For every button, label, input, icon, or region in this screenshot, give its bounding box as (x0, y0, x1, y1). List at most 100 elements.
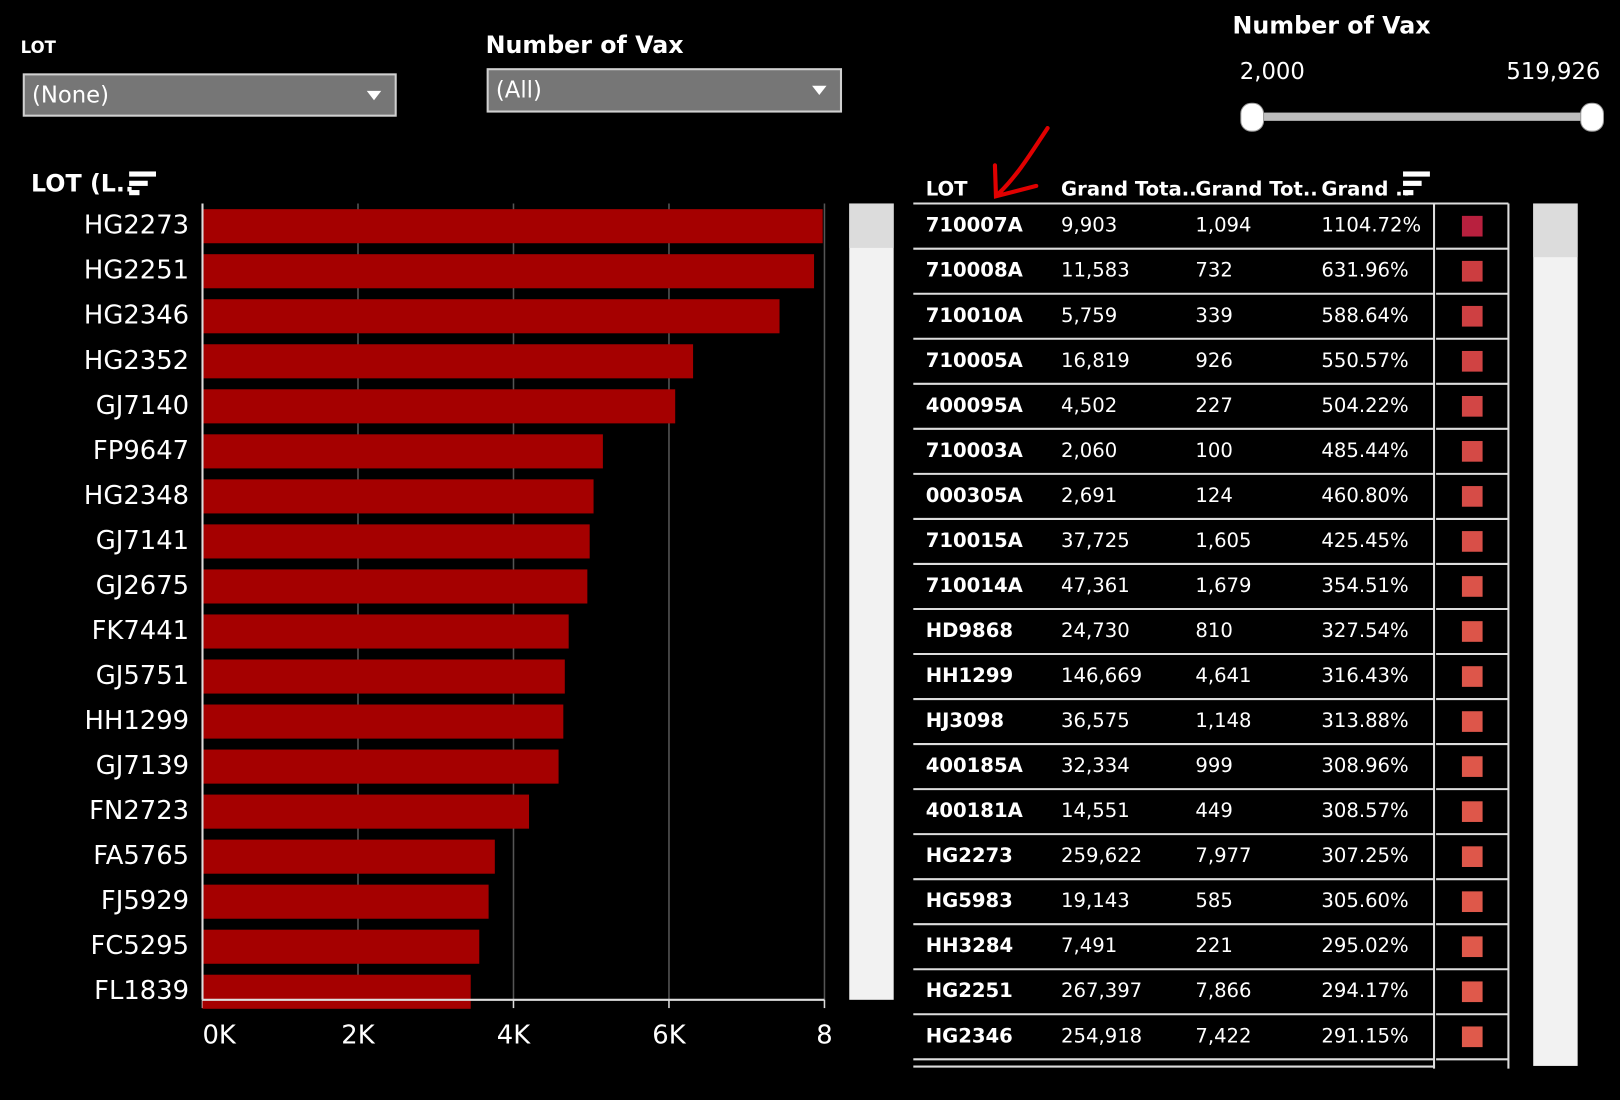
table-cell: 4,641 (1195, 664, 1251, 687)
x-tick-label: 2K (341, 1020, 375, 1050)
bar (202, 704, 564, 739)
color-swatch (1461, 260, 1483, 282)
sort-icon[interactable] (1403, 171, 1430, 196)
bar (202, 884, 489, 919)
slider-track[interactable] (1252, 112, 1594, 121)
color-swatch (1461, 350, 1483, 372)
table-cell: 9,903 (1061, 214, 1117, 237)
column-header[interactable]: Grand .. (1321, 178, 1410, 201)
color-swatch (1461, 531, 1483, 552)
table-cell: 2,060 (1061, 439, 1117, 462)
table-cell: 291.15% (1321, 1024, 1408, 1047)
table-cell: 732 (1195, 259, 1232, 282)
table-cell: 7,977 (1195, 844, 1251, 867)
bar (202, 434, 603, 469)
y-tick-label: HG2346 (84, 301, 189, 331)
table-cell: 37,725 (1061, 529, 1130, 552)
slider-handle[interactable] (1240, 102, 1265, 132)
bar (202, 659, 565, 694)
y-tick-label: FK7441 (92, 616, 189, 646)
table-cell: 259,622 (1061, 844, 1142, 867)
scrollbar-thumb[interactable] (1533, 203, 1578, 258)
chart-title: LOT (L.. (31, 169, 134, 197)
table-cell: 305.60% (1321, 889, 1408, 912)
table-cell: 11,583 (1061, 259, 1130, 282)
bar (202, 794, 530, 829)
table-cell: 710008A (926, 259, 1024, 282)
scrollbar[interactable] (1533, 203, 1578, 1066)
y-tick-label: FP9647 (93, 436, 189, 466)
table-cell: HD9868 (926, 619, 1013, 642)
sort-icon[interactable] (129, 171, 157, 196)
table-cell: 999 (1195, 754, 1232, 777)
table-cell: 710003A (926, 439, 1024, 462)
x-tick-label: 4K (497, 1020, 531, 1050)
table-cell: HG5983 (926, 889, 1013, 912)
color-swatch (1461, 756, 1483, 777)
bar (202, 569, 588, 604)
slider-label: Number of Vax (1233, 11, 1431, 39)
table-cell: 295.02% (1321, 934, 1408, 957)
bar (202, 389, 676, 424)
table-cell: HJ3098 (926, 709, 1004, 732)
y-tick-label: GJ7139 (96, 751, 189, 781)
y-tick-label: HG2352 (84, 346, 189, 376)
table-cell: 550.57% (1321, 349, 1408, 372)
table-cell: HH1299 (926, 664, 1013, 687)
column-header[interactable]: LOT (926, 178, 968, 201)
color-swatch (1461, 981, 1483, 1003)
table-cell: 294.17% (1321, 979, 1408, 1002)
y-tick-label: FN2723 (89, 796, 189, 826)
table-cell: 19,143 (1061, 889, 1130, 912)
table-cell: 221 (1195, 934, 1232, 957)
table-cell: 1,605 (1195, 529, 1251, 552)
color-swatch (1461, 846, 1483, 867)
dropdown[interactable] (22, 73, 397, 117)
color-swatch (1461, 801, 1483, 822)
dropdown-value: (All) (496, 77, 542, 103)
slider-handle[interactable] (1580, 102, 1604, 132)
table-cell: 400095A (926, 394, 1024, 417)
table-cell: 47,361 (1061, 574, 1130, 597)
table-cell: 267,397 (1061, 979, 1142, 1002)
table-cell: 710005A (926, 349, 1024, 372)
y-tick-label: GJ7140 (96, 391, 189, 421)
column-header[interactable]: Grand Tot.. (1195, 178, 1317, 201)
table-cell: 585 (1195, 889, 1232, 912)
column-header[interactable]: Grand Tota.. (1061, 178, 1197, 201)
color-swatch (1461, 576, 1483, 597)
table-cell: 4,502 (1061, 394, 1117, 417)
table-cell: 425.45% (1321, 529, 1408, 552)
table-cell: 710015A (926, 529, 1024, 552)
table-cell: 810 (1195, 619, 1232, 642)
table-cell: 313.88% (1321, 709, 1408, 732)
table-cell: 16,819 (1061, 349, 1130, 372)
y-tick-label: GJ5751 (96, 661, 189, 691)
y-tick-label: FC5295 (90, 931, 189, 961)
dropdown-arrow[interactable] (366, 90, 382, 101)
color-swatch (1461, 396, 1483, 417)
scrollbar[interactable] (849, 203, 894, 1000)
table-cell: 460.80% (1321, 484, 1408, 507)
table-cell: 354.51% (1321, 574, 1408, 597)
dropdown-arrow[interactable] (812, 85, 827, 96)
bar (202, 974, 471, 1009)
color-swatch (1461, 936, 1483, 958)
color-swatch (1461, 305, 1483, 327)
filter-label: Number of Vax (486, 31, 684, 59)
table-cell: 254,918 (1061, 1024, 1142, 1047)
scrollbar-thumb[interactable] (849, 203, 894, 248)
dropdown[interactable] (486, 68, 843, 113)
table-cell: 100 (1195, 439, 1232, 462)
y-tick-label: GJ7141 (96, 526, 189, 556)
x-tick-label: 8 (816, 1020, 832, 1050)
table-cell: 400185A (926, 754, 1024, 777)
table-cell: 710007A (926, 214, 1024, 237)
table-cell: 7,491 (1061, 934, 1117, 957)
table-cell: 926 (1195, 349, 1232, 372)
table-cell: HG2273 (926, 844, 1013, 867)
table-cell: HG2346 (926, 1024, 1013, 1047)
table-cell: 2,691 (1061, 484, 1117, 507)
